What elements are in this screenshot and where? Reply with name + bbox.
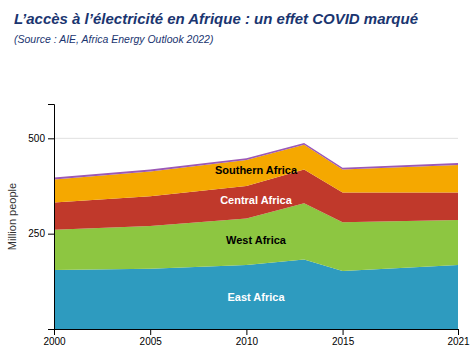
- x-axis: 2000 2005 2010 2015 2021: [43, 329, 470, 347]
- grid-line: [54, 138, 458, 139]
- tick-label: 2000: [43, 336, 66, 347]
- tick-label: 2005: [140, 336, 163, 347]
- axis-line: [48, 105, 55, 330]
- axis-line: [55, 330, 459, 336]
- tick-mark: [343, 329, 344, 335]
- subtitle: (Source : AIE, Africa Energy Outlook 202…: [14, 33, 213, 45]
- chart: L’accès à l’électricité en Afrique : un …: [0, 0, 474, 355]
- tick: 2005: [140, 329, 163, 347]
- tick-mark: [150, 329, 151, 335]
- series-labels: East Africa West Africa Central Africa Sout…: [215, 164, 298, 302]
- area: [54, 143, 458, 180]
- title: L’accès à l’électricité en Afrique : un …: [14, 10, 418, 27]
- plot: 250 500 2000 2005 2010 2015 2021 Million people…: [6, 105, 470, 348]
- series-group: [54, 143, 458, 329]
- tick-mark: [54, 329, 55, 335]
- tick: 250: [28, 228, 54, 239]
- tick-label: 250: [28, 228, 45, 239]
- y-axis: 250 500: [28, 105, 54, 330]
- tick-label: 2021: [447, 336, 470, 347]
- series-label: East Africa: [227, 291, 285, 303]
- tick-label: 2015: [332, 336, 355, 347]
- series-label: Central Africa: [220, 194, 293, 206]
- tick-label: 500: [28, 133, 45, 144]
- tick-mark: [48, 234, 54, 235]
- tick-mark: [458, 329, 459, 335]
- tick: 2015: [332, 329, 355, 347]
- tick: 2010: [236, 329, 259, 347]
- tick: 500: [28, 133, 54, 144]
- series-label: West Africa: [226, 234, 287, 246]
- y-label: Million people: [6, 183, 18, 250]
- tick: 2021: [447, 329, 470, 347]
- tick-mark: [48, 138, 54, 139]
- series-label: Southern Africa: [215, 164, 298, 176]
- tick-mark: [246, 329, 247, 335]
- area: [54, 260, 458, 329]
- tick: 2000: [43, 329, 66, 347]
- tick-label: 2010: [236, 336, 259, 347]
